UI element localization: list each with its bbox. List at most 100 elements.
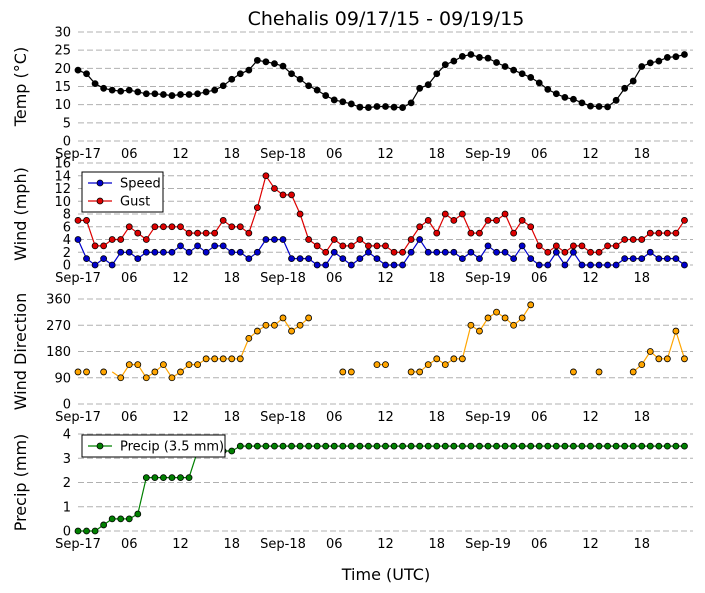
data-point	[501, 314, 509, 322]
data-point	[142, 236, 150, 243]
data-point	[279, 442, 287, 450]
data-point	[595, 442, 603, 450]
data-point	[91, 527, 99, 535]
data-point	[194, 361, 201, 369]
data-point	[629, 442, 637, 450]
x-tick-label: Sep-18	[260, 271, 306, 286]
data-point	[476, 442, 483, 450]
x-tick-label: 12	[582, 410, 599, 425]
x-tick-label: Sep-17	[55, 410, 101, 425]
data-point	[313, 442, 321, 450]
data-point	[450, 442, 458, 450]
data-point	[493, 59, 500, 66]
data-point	[655, 442, 663, 450]
data-point	[518, 242, 526, 250]
data-point	[544, 86, 552, 93]
data-point	[219, 216, 227, 224]
x-tick-label: 12	[582, 537, 599, 552]
data-point	[672, 229, 680, 237]
data-point	[151, 223, 159, 231]
data-point	[356, 255, 364, 263]
data-point	[108, 261, 116, 269]
data-point	[663, 255, 671, 263]
data-point	[83, 368, 90, 376]
data-point	[330, 96, 338, 104]
data-point	[100, 242, 108, 250]
series-line	[78, 445, 685, 532]
data-point	[83, 527, 90, 535]
data-point	[441, 442, 449, 450]
data-point	[595, 368, 603, 376]
y-axis-label: Wind Direction	[11, 293, 30, 411]
x-tick-label: 18	[223, 410, 240, 425]
x-tick-label: 06	[121, 147, 138, 162]
data-point	[433, 442, 441, 450]
data-point	[125, 361, 133, 369]
data-point	[100, 521, 108, 529]
x-tick-label: 06	[531, 537, 548, 552]
data-point	[160, 91, 167, 98]
data-point	[236, 70, 244, 78]
data-point	[390, 103, 398, 111]
data-point	[134, 255, 142, 263]
y-axis-label: Wind (mph)	[11, 167, 30, 261]
x-tick-label: Sep-19	[465, 537, 511, 552]
x-tick-label: 12	[377, 537, 394, 552]
data-point	[91, 242, 99, 250]
data-point	[621, 84, 629, 92]
data-point	[646, 229, 654, 237]
data-point	[185, 248, 193, 256]
y-tick-label: 1	[63, 500, 71, 515]
y-tick-label: 10	[54, 98, 71, 113]
data-point	[339, 368, 347, 376]
data-point	[681, 216, 688, 224]
data-point	[373, 255, 381, 263]
data-point	[202, 229, 210, 237]
data-point	[424, 216, 432, 224]
legend-label: Gust	[120, 195, 150, 210]
data-point	[655, 355, 663, 363]
data-point	[228, 75, 236, 83]
x-tick-label: Sep-19	[465, 147, 511, 162]
data-point	[621, 255, 629, 263]
data-point	[578, 261, 586, 269]
panel-wind-direction: 0 90 180 270 360 Sep-17 06 12 18 Sep-18 06 12 18 Sep-…	[11, 293, 693, 425]
data-point	[313, 261, 321, 269]
data-point	[245, 255, 253, 263]
data-point	[347, 368, 355, 376]
y-tick-label: 12	[54, 182, 71, 197]
legend-marker	[96, 442, 104, 450]
data-point	[646, 442, 654, 450]
data-point	[219, 355, 227, 363]
x-tick-label: 06	[121, 537, 138, 552]
x-tick-label: 18	[633, 271, 650, 286]
data-point	[476, 54, 483, 61]
data-point	[194, 242, 201, 250]
data-point	[578, 442, 586, 450]
data-point	[552, 442, 560, 450]
data-point	[390, 261, 398, 269]
y-tick-label: 16	[54, 157, 71, 172]
data-point	[74, 527, 82, 535]
x-tick-label: 12	[172, 271, 189, 286]
data-point	[424, 248, 432, 256]
x-tick-label: 18	[223, 537, 240, 552]
x-tick-label: 12	[377, 410, 394, 425]
data-point	[211, 86, 219, 94]
data-point	[253, 204, 261, 212]
data-point	[236, 442, 244, 450]
x-tick-label: Sep-17	[55, 537, 101, 552]
x-tick-label: 18	[633, 410, 650, 425]
data-point	[330, 236, 338, 243]
y-axis-label: Temp (°C)	[11, 47, 30, 127]
data-point	[339, 242, 347, 250]
data-point	[296, 75, 304, 83]
data-point	[604, 442, 611, 450]
data-point	[458, 442, 466, 450]
data-point	[527, 223, 535, 231]
data-point	[134, 229, 142, 237]
data-point	[612, 96, 620, 104]
data-point	[271, 321, 278, 329]
data-point	[544, 261, 552, 269]
